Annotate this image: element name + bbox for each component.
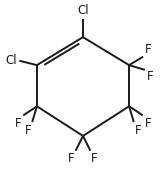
- Text: F: F: [15, 116, 22, 130]
- Text: F: F: [134, 124, 141, 137]
- Text: F: F: [144, 116, 151, 130]
- Text: F: F: [145, 43, 152, 56]
- Text: F: F: [91, 152, 98, 165]
- Text: F: F: [147, 70, 153, 83]
- Text: Cl: Cl: [77, 4, 89, 17]
- Text: F: F: [25, 124, 32, 137]
- Text: Cl: Cl: [6, 54, 17, 67]
- Text: F: F: [68, 152, 75, 165]
